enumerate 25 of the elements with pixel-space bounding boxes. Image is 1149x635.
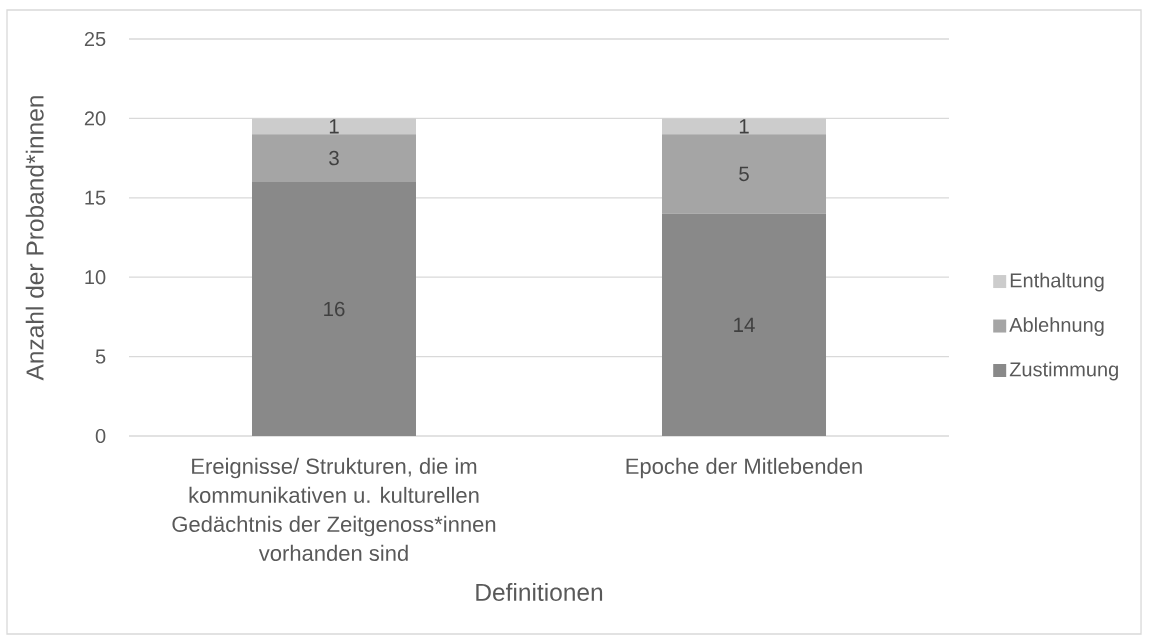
- bar: [252, 118, 416, 135]
- y-axis-title: Anzahl der Proband*innen: [25, 96, 44, 381]
- data-label: 14: [734, 317, 755, 332]
- y-tick-label: 0: [95, 428, 106, 444]
- data-label: 5: [739, 166, 749, 182]
- bar: [662, 118, 827, 135]
- bar: [252, 181, 416, 436]
- y-tick-label: 15: [85, 190, 106, 205]
- y-tick-label: 20: [84, 111, 106, 126]
- legend-label: Zustimmung: [1009, 361, 1118, 381]
- x-axis-title: Definitionen: [476, 583, 603, 602]
- x-tick-label: Epoche der Mitlebenden: [626, 457, 862, 479]
- data-label: 1: [739, 119, 749, 134]
- data-label: 1: [329, 119, 339, 134]
- legend-label: Enthaltung: [1010, 272, 1104, 292]
- y-tick-label: 25: [84, 31, 106, 47]
- y-tick-label: 5: [95, 349, 106, 364]
- data-label: 3: [329, 150, 339, 166]
- legend-label: Ablehnung: [1009, 317, 1104, 336]
- data-label: 16: [324, 301, 345, 317]
- bar: [662, 213, 827, 436]
- x-tick-label: Ereignisse/ Strukturen, die im kommunikativen u. kulturellen Gedächtnis der Zeitgenoss*innen vorhanden sind: [172, 457, 496, 562]
- y-tick-label: 10: [85, 270, 106, 285]
- bar: [662, 134, 827, 214]
- bar: [252, 134, 416, 182]
